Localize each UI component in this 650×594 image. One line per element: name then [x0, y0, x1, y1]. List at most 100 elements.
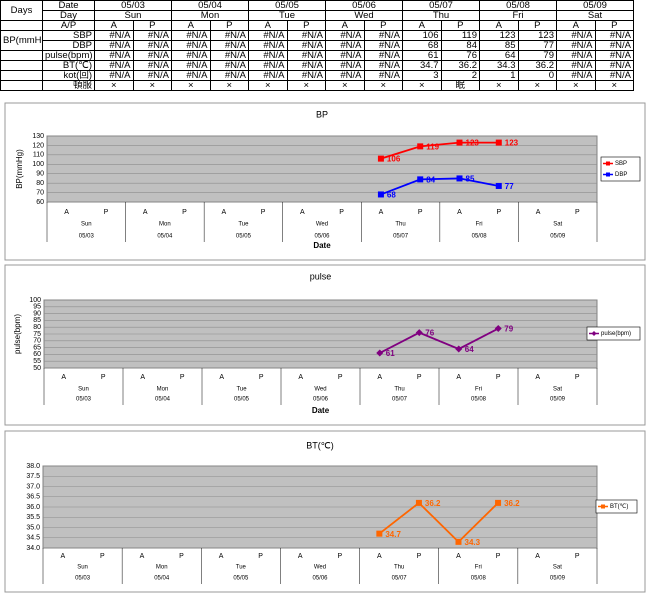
legend-marker [606, 161, 610, 166]
data-row: kot(回) #N/A #N/A #N/A #N/A #N/A #N/A #N/A #N/A 3 2… [0, 70, 634, 81]
data-cell: #N/A [248, 40, 288, 51]
header-cell: 05/06 [325, 0, 403, 11]
data-cell: #N/A [171, 50, 211, 61]
group-date: 05/03 [76, 397, 92, 403]
x-tick-label: P [180, 374, 185, 381]
x-tick-label: A [61, 374, 66, 381]
row-label: 頓服 [42, 80, 95, 91]
header-cell: 05/08 [479, 0, 557, 11]
x-tick-label: P [182, 209, 187, 216]
data-label: 85 [466, 175, 475, 184]
data-cell: 68 [402, 40, 442, 51]
group-label: Mon [157, 387, 169, 393]
group-date: 05/04 [154, 576, 170, 582]
header-cell: Thu [402, 10, 480, 21]
group-label: Sun [77, 565, 88, 571]
group-date: 05/05 [233, 576, 249, 582]
group-label: Sun [81, 222, 92, 228]
data-cell: 61 [402, 50, 442, 61]
y-tick-label: 36.0 [26, 504, 40, 511]
header-cell: P [517, 20, 557, 31]
x-tick-label: P [101, 374, 106, 381]
y-tick-label: 95 [33, 304, 41, 311]
marker [376, 349, 384, 357]
data-cell: #N/A [556, 50, 596, 61]
group-date: 05/09 [550, 234, 566, 240]
y-tick-label: 100 [29, 297, 41, 304]
group-date: 05/06 [313, 397, 329, 403]
data-cell: 119 [440, 30, 480, 41]
x-tick-label: A [60, 553, 65, 560]
y-tick-label: 100 [32, 161, 44, 168]
data-label: 84 [426, 175, 435, 184]
legend-box [595, 499, 638, 514]
header-cell: Tue [248, 10, 326, 21]
data-label: 64 [465, 345, 474, 354]
y-tick-label: 90 [36, 171, 44, 178]
data-cell: #N/A [209, 30, 249, 41]
empty-cell [0, 70, 43, 81]
data-label: 34.3 [465, 538, 481, 547]
data-label: 61 [386, 349, 395, 358]
y-axis-label: pulse(bpm) [13, 314, 22, 354]
empty-cell [0, 50, 43, 61]
x-tick-label: P [258, 553, 263, 560]
data-cell: #N/A [325, 70, 365, 81]
group-label: Fri [475, 387, 482, 393]
header-cell: 05/05 [248, 0, 326, 11]
data-cell: #N/A [594, 30, 634, 41]
header-cell: A [94, 20, 134, 31]
data-cell: #N/A [594, 50, 634, 61]
x-tick-label: P [417, 553, 422, 560]
marker [415, 499, 422, 506]
data-cell: 64 [479, 50, 519, 61]
group-date: 05/09 [550, 397, 566, 403]
data-cell: 1 [479, 70, 519, 81]
x-tick-label: A [219, 553, 224, 560]
group-date: 05/08 [471, 397, 487, 403]
x-tick-label: P [575, 209, 580, 216]
group-date: 05/07 [393, 234, 409, 240]
x-tick-label: P [100, 553, 105, 560]
data-row: DBP #N/A #N/A #N/A #N/A #N/A #N/A #N/A #N/A 68 84 8… [1, 40, 634, 51]
x-tick-label: P [261, 209, 266, 216]
legend-box [586, 326, 641, 341]
header-cell: Mon [171, 10, 249, 21]
data-row: 頓服 × × × × × × × × × 眠 × × × × [0, 80, 634, 91]
data-cell: #N/A [594, 40, 634, 51]
y-tick-label: 55 [33, 358, 41, 365]
group-date: 05/04 [155, 397, 171, 403]
x-tick-label: A [140, 374, 145, 381]
legend-label: SBP [615, 161, 627, 167]
data-cell: × [248, 80, 288, 91]
marker [376, 530, 383, 537]
data-cell: × [556, 80, 596, 91]
data-cell: #N/A [132, 40, 172, 51]
row-label: BT(℃) [42, 60, 95, 71]
corner-cell: Days [0, 0, 43, 21]
header-cell: A [402, 20, 442, 31]
x-tick-label: P [418, 209, 423, 216]
data-label: 77 [505, 182, 514, 191]
y-tick-label: 60 [36, 199, 44, 206]
data-cell: #N/A [286, 60, 326, 71]
x-tick-label: A [377, 553, 382, 560]
legend-label: pulse(bpm) [601, 331, 631, 337]
data-cell: #N/A [171, 30, 211, 41]
header-cell: P [363, 20, 403, 31]
x-tick-label: A [64, 209, 69, 216]
data-cell: 2 [440, 70, 480, 81]
data-cell: #N/A [94, 50, 134, 61]
x-tick-label: P [337, 553, 342, 560]
data-cell: #N/A [248, 50, 288, 61]
data-cell: × [286, 80, 326, 91]
data-cell: #N/A [286, 70, 326, 81]
header-cell: 05/07 [402, 0, 480, 11]
x-tick-label: P [339, 209, 344, 216]
x-tick-label: P [179, 553, 184, 560]
group-label: Sat [553, 222, 562, 228]
data-cell: 3 [402, 70, 442, 81]
x-axis-label: Date [312, 406, 330, 415]
data-label: 106 [387, 155, 401, 164]
data-cell: #N/A [325, 40, 365, 51]
